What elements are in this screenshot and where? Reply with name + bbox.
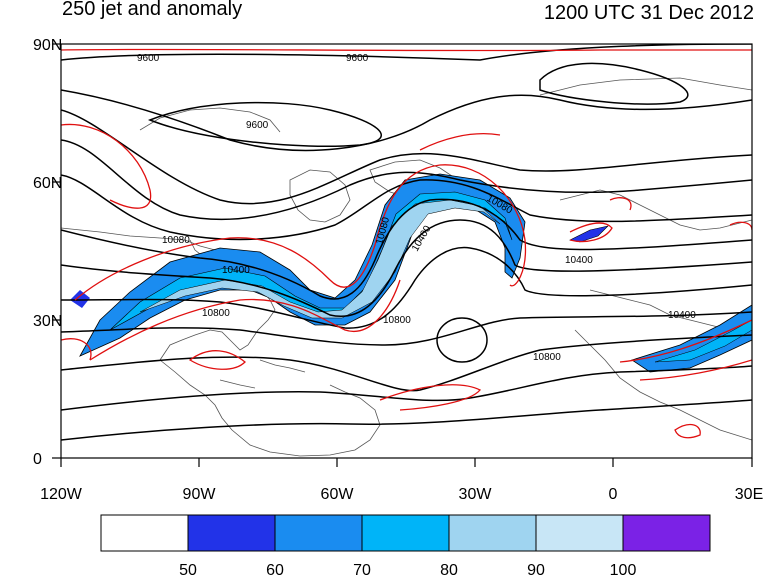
colorbar-box	[448, 514, 537, 552]
contour-label: 9600	[137, 53, 160, 64]
lon-label: 120W	[40, 486, 83, 503]
lat-labels: 90N 60N 30N 0	[33, 37, 62, 468]
lat-label: 0	[33, 451, 42, 468]
lon-label: 60W	[321, 486, 355, 503]
contour-label: 10400	[565, 255, 593, 266]
lat-label: 90N	[33, 37, 62, 54]
contour-label: 10080	[162, 235, 190, 246]
colorbar-box	[274, 514, 363, 552]
colorbar-box	[535, 514, 624, 552]
colorbar-labels: 50 60 70 80 90 100	[179, 562, 636, 577]
jet-edge-west	[70, 290, 90, 308]
axis-ticks	[52, 43, 753, 467]
lon-label: 30W	[459, 486, 493, 503]
colorbar-label: 50	[179, 562, 197, 577]
plot-frame	[60, 43, 753, 459]
map-plot: 9600 9600 9600 10080 10080 10080 10400 1…	[61, 44, 752, 458]
lon-label: 0	[609, 486, 618, 503]
anomaly-contours	[61, 48, 752, 439]
colorbar-boxes	[100, 514, 711, 552]
height-contours	[61, 44, 752, 441]
contour-label: 10800	[533, 352, 561, 363]
contour-label: 10400	[222, 265, 250, 276]
map-title: 250 jet and anomaly	[62, 0, 243, 20]
colorbar-label: 60	[266, 562, 284, 577]
lat-label: 30N	[33, 313, 62, 330]
contour-label: 10800	[202, 308, 230, 319]
contour-label: 10800	[383, 315, 411, 326]
colorbar-label: 70	[353, 562, 371, 577]
map-datetime: 1200 UTC 31 Dec 2012	[543, 2, 754, 24]
colorbar-label: 80	[440, 562, 458, 577]
jet-inner-west	[139, 199, 501, 319]
contour-label: 9600	[246, 120, 269, 131]
colorbar-box	[622, 514, 711, 552]
colorbar-box	[187, 514, 276, 552]
contour-label: 9600	[346, 53, 369, 64]
lon-label: 90W	[183, 486, 217, 503]
lon-label: 30E	[735, 486, 763, 503]
colorbar: 50 60 70 80 90 100	[100, 514, 711, 577]
lon-labels: 120W 90W 60W 30W 0 30E	[40, 486, 763, 503]
lat-label: 60N	[33, 175, 62, 192]
colorbar-box	[100, 514, 189, 552]
colorbar-label: 90	[527, 562, 545, 577]
colorbar-label: 100	[610, 562, 637, 577]
colorbar-box	[361, 514, 450, 552]
contour-label: 10400	[668, 310, 696, 321]
jet-core-east	[654, 319, 752, 363]
